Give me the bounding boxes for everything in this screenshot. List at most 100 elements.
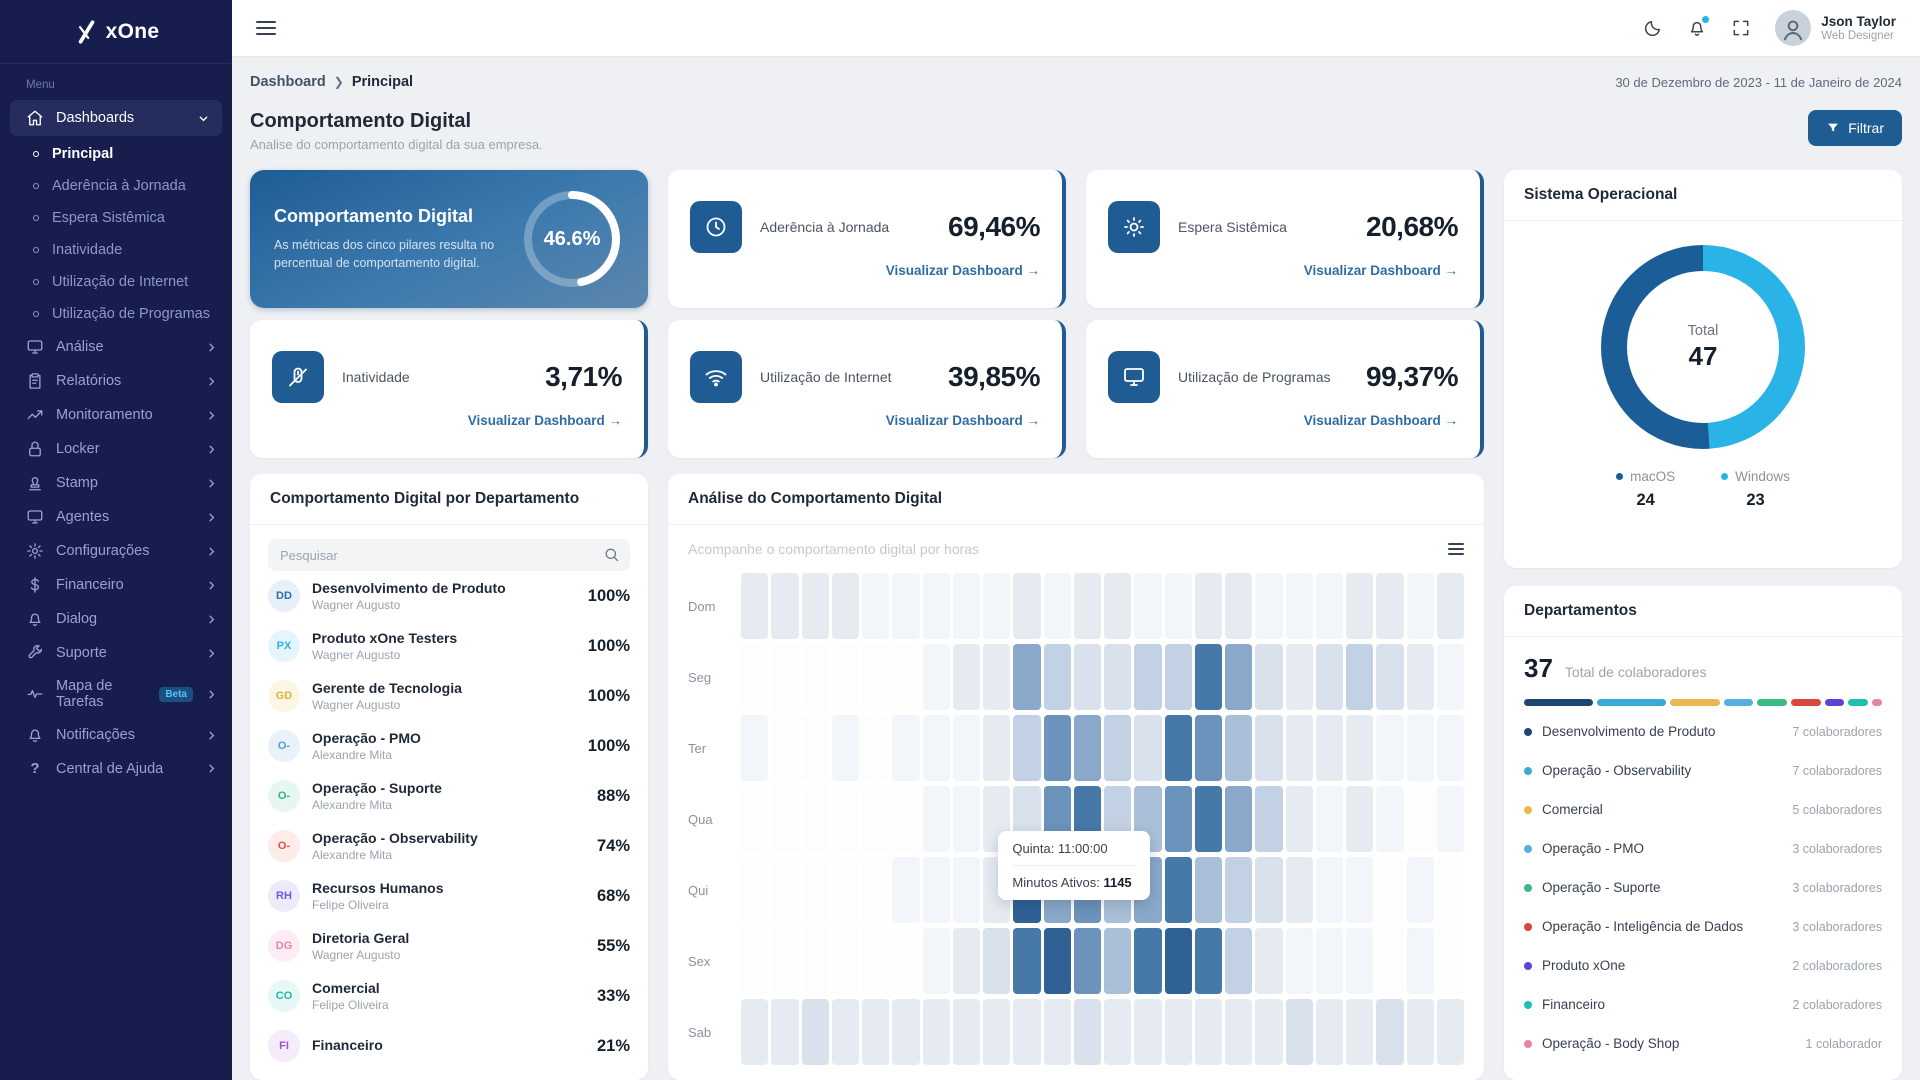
heatmap-cell[interactable] <box>862 928 890 994</box>
heatmap-cell[interactable] <box>922 573 950 639</box>
heatmap-cell[interactable] <box>1346 715 1374 781</box>
logo[interactable]: xOne <box>0 0 232 64</box>
heatmap-cell[interactable] <box>741 928 769 994</box>
sidebar-subitem-utiliza-o-de-internet[interactable]: Utilização de Internet <box>0 266 232 298</box>
heatmap-cell[interactable] <box>1346 573 1374 639</box>
date-range[interactable]: 30 de Dezembro de 2023 - 11 de Janeiro d… <box>1615 74 1902 90</box>
sidebar-item-central-de-ajuda[interactable]: ? Central de Ajuda <box>0 752 232 785</box>
heatmap-cell[interactable] <box>952 644 980 710</box>
heatmap-cell[interactable] <box>1406 715 1434 781</box>
department-performance-row[interactable]: PX Produto xOne Testers Wagner Augusto 100% <box>268 621 630 671</box>
heatmap-cell[interactable] <box>831 786 859 852</box>
heatmap-cell[interactable] <box>771 644 799 710</box>
heatmap-cell[interactable] <box>1164 999 1192 1065</box>
heatmap-cell[interactable] <box>1225 999 1253 1065</box>
heatmap-cell[interactable] <box>892 715 920 781</box>
kpi-highlight-card[interactable]: Comportamento Digital As métricas dos ci… <box>250 170 648 308</box>
heatmap-cell[interactable] <box>983 928 1011 994</box>
heatmap-cell[interactable] <box>1285 715 1313 781</box>
heatmap-cell[interactable] <box>892 573 920 639</box>
heatmap-cell[interactable] <box>1376 786 1404 852</box>
heatmap-cell[interactable] <box>1194 715 1222 781</box>
heatmap-cell[interactable] <box>1134 999 1162 1065</box>
sidebar-item-monitoramento[interactable]: Monitoramento <box>0 398 232 432</box>
sidebar-item-configura-es[interactable]: Configurações <box>0 534 232 568</box>
breadcrumb-root[interactable]: Dashboard <box>250 74 326 90</box>
heatmap-cell[interactable] <box>1436 928 1464 994</box>
heatmap-cell[interactable] <box>831 644 859 710</box>
heatmap-cell[interactable] <box>1194 644 1222 710</box>
heatmap-cell[interactable] <box>892 786 920 852</box>
heatmap-cell[interactable] <box>922 857 950 923</box>
heatmap-cell[interactable] <box>1315 857 1343 923</box>
heatmap-cell[interactable] <box>862 715 890 781</box>
department-row[interactable]: Produto xOne 2 colaboradores <box>1524 946 1882 985</box>
heatmap-cell[interactable] <box>1194 928 1222 994</box>
heatmap-cell[interactable] <box>952 999 980 1065</box>
heatmap-cell[interactable] <box>1315 573 1343 639</box>
heatmap-cell[interactable] <box>1406 999 1434 1065</box>
heatmap-cell[interactable] <box>1255 644 1283 710</box>
heatmap-cell[interactable] <box>1225 715 1253 781</box>
heatmap-cell[interactable] <box>1043 999 1071 1065</box>
heatmap-cell[interactable] <box>771 999 799 1065</box>
heatmap-cell[interactable] <box>1104 999 1132 1065</box>
heatmap-cell[interactable] <box>741 573 769 639</box>
heatmap-cell[interactable] <box>1406 857 1434 923</box>
heatmap-cell[interactable] <box>1225 573 1253 639</box>
heatmap-cell[interactable] <box>1376 644 1404 710</box>
heatmap-cell[interactable] <box>952 786 980 852</box>
heatmap-cell[interactable] <box>922 715 950 781</box>
heatmap-cell[interactable] <box>1376 715 1404 781</box>
search-input[interactable] <box>268 539 630 571</box>
heatmap-cell[interactable] <box>831 715 859 781</box>
heatmap-cell[interactable] <box>1285 928 1313 994</box>
heatmap-cell[interactable] <box>1436 715 1464 781</box>
os-legend-item[interactable]: Windows 23 <box>1721 469 1790 510</box>
heatmap-cell[interactable] <box>1073 715 1101 781</box>
heatmap-cell[interactable] <box>801 573 829 639</box>
heatmap-cell[interactable] <box>1255 786 1283 852</box>
sidebar-subitem-inatividade[interactable]: Inatividade <box>0 234 232 266</box>
heatmap-cell[interactable] <box>1346 857 1374 923</box>
heatmap-cell[interactable] <box>1255 928 1283 994</box>
heatmap-cell[interactable] <box>1285 999 1313 1065</box>
heatmap-cell[interactable] <box>801 999 829 1065</box>
heatmap-cell[interactable] <box>1376 857 1404 923</box>
heatmap-cell[interactable] <box>1013 999 1041 1065</box>
heatmap-cell[interactable] <box>1134 928 1162 994</box>
heatmap-cell[interactable] <box>1134 573 1162 639</box>
heatmap-cell[interactable] <box>1436 644 1464 710</box>
heatmap-cell[interactable] <box>1013 573 1041 639</box>
dark-mode-button[interactable] <box>1643 18 1663 38</box>
sidebar-item-stamp[interactable]: Stamp <box>0 466 232 500</box>
sidebar-item-an-lise[interactable]: Análise <box>0 330 232 364</box>
menu-toggle-icon[interactable] <box>256 21 276 35</box>
heatmap-cell[interactable] <box>1346 644 1374 710</box>
heatmap-cell[interactable] <box>801 857 829 923</box>
department-performance-row[interactable]: O- Operação - PMO Alexandre Mita 100% <box>268 721 630 771</box>
heatmap-cell[interactable] <box>1406 573 1434 639</box>
heatmap-cell[interactable] <box>1346 928 1374 994</box>
department-performance-row[interactable]: O- Operação - Suporte Alexandre Mita 88% <box>268 771 630 821</box>
heatmap-cell[interactable] <box>1164 573 1192 639</box>
heatmap-cell[interactable] <box>1073 928 1101 994</box>
heatmap-cell[interactable] <box>862 644 890 710</box>
heatmap-cell[interactable] <box>1104 715 1132 781</box>
heatmap-cell[interactable] <box>1104 644 1132 710</box>
heatmap-cell[interactable] <box>741 857 769 923</box>
search-icon[interactable] <box>603 546 620 568</box>
department-performance-row[interactable]: FI Financeiro 21% <box>268 1021 630 1071</box>
visualizar-dashboard-link[interactable]: Visualizar Dashboard → <box>885 412 1040 428</box>
heatmap-cell[interactable] <box>892 644 920 710</box>
heatmap-cell[interactable] <box>771 786 799 852</box>
heatmap-cell[interactable] <box>1043 573 1071 639</box>
heatmap-cell[interactable] <box>1406 644 1434 710</box>
heatmap-cell[interactable] <box>862 573 890 639</box>
heatmap-cell[interactable] <box>1104 928 1132 994</box>
heatmap-cell[interactable] <box>892 857 920 923</box>
heatmap-cell[interactable] <box>1134 644 1162 710</box>
notifications-button[interactable] <box>1687 14 1712 38</box>
department-performance-row[interactable]: RH Recursos Humanos Felipe Oliveira 68% <box>268 871 630 921</box>
sidebar-item-mapa-de-tarefas[interactable]: Mapa de Tarefas Beta <box>0 670 232 718</box>
